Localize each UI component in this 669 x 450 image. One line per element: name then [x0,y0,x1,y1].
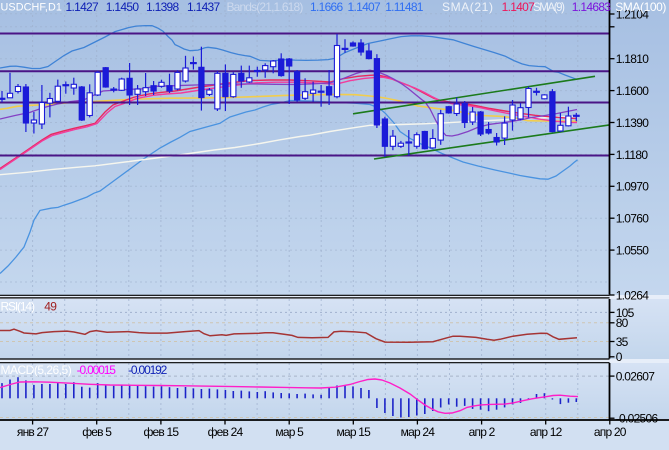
svg-text:1.1398: 1.1398 [146,0,180,14]
svg-text:апр 20: апр 20 [594,425,627,439]
svg-text:апр 12: апр 12 [530,425,563,439]
svg-text:Bands(21,1.618): Bands(21,1.618) [227,0,304,14]
svg-text:фев 15: фев 15 [143,425,179,439]
svg-text:1.1437: 1.1437 [187,0,221,14]
svg-text:апр 2: апр 2 [469,425,496,439]
svg-text:SMA(9): SMA(9) [533,2,565,14]
svg-text:фев 5: фев 5 [82,425,112,439]
svg-text:1.1427: 1.1427 [66,0,100,14]
svg-text:1.1600: 1.1600 [616,84,650,98]
svg-text:1.1407: 1.1407 [502,0,536,14]
svg-text:-0.02506: -0.02506 [616,412,659,426]
svg-text:1.1180: 1.1180 [616,148,649,162]
svg-text:RSI(14): RSI(14) [1,300,35,314]
svg-text:1.1666: 1.1666 [310,0,344,14]
svg-text:1.11481: 1.11481 [385,0,424,14]
svg-text:-0.00015: -0.00015 [77,363,117,377]
svg-text:янв 27: янв 27 [17,425,50,439]
svg-text:1.0264: 1.0264 [616,288,650,302]
svg-text:1.1810: 1.1810 [616,52,650,66]
svg-text:0.02607: 0.02607 [616,370,656,384]
svg-text:USDCHF,D1: USDCHF,D1 [1,2,63,14]
svg-text:мар 15: мар 15 [337,425,372,439]
svg-text:1.1450: 1.1450 [106,0,140,14]
svg-text:фев 24: фев 24 [208,425,244,439]
svg-text:1.0550: 1.0550 [616,244,650,258]
svg-text:1.0970: 1.0970 [616,180,650,194]
svg-text:мар 5: мар 5 [275,425,304,439]
svg-text:мар 24: мар 24 [401,425,436,439]
svg-text:MACD(5,26,5): MACD(5,26,5) [1,363,72,377]
svg-text:SMA(21): SMA(21) [442,0,494,14]
svg-text:49: 49 [44,300,57,314]
svg-text:1.14683: 1.14683 [572,0,612,14]
svg-text:105: 105 [616,306,635,320]
svg-text:35: 35 [616,335,629,349]
svg-text:1.0760: 1.0760 [616,212,650,226]
svg-text:0: 0 [616,350,623,364]
svg-text:-0.00192: -0.00192 [128,363,168,377]
svg-text:80: 80 [616,316,629,330]
svg-text:1.2104: 1.2104 [616,7,650,21]
svg-text:1.1390: 1.1390 [616,116,650,130]
svg-text:1.1407: 1.1407 [348,0,382,14]
svg-text:SMA(100): SMA(100) [615,0,666,14]
